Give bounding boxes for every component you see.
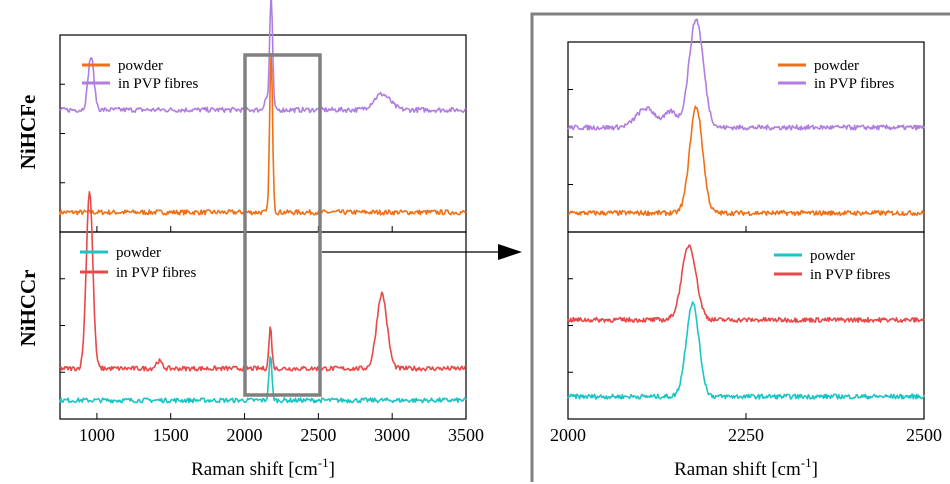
series-line-left-top-0: [59, 52, 467, 216]
right-y-ticks: [568, 89, 573, 373]
left-x-ticks: 1000 1500 2000 2500 3000 3500: [79, 226, 484, 445]
zoom-arrow-head: [498, 244, 522, 260]
legend-label-rcr-powder: powder: [810, 248, 855, 264]
x-axis-label-right-main: Raman shift [cm: [674, 459, 801, 480]
series-line-right-bottom-0: [567, 301, 925, 400]
series-line-left-top-1: [59, 0, 467, 114]
x-axis-label-right: Raman shift [cm-1]: [674, 455, 818, 480]
legend-label-rfe-pvp: in PVP fibres: [814, 76, 894, 92]
series-line-right-bottom-1: [567, 244, 925, 324]
legend-left-bottom: powder in PVP fibres: [80, 245, 196, 281]
right-x-ticks: 2000 2250 2500: [550, 226, 942, 445]
x-tick-label: 1000: [79, 425, 115, 445]
legend-label-fe-pvp: in PVP fibres: [118, 76, 198, 92]
legend-right-top: powder in PVP fibres: [778, 58, 894, 92]
zoom-frame: [530, 12, 950, 482]
right-bottom-panel-frame: [567, 231, 925, 420]
legend-label-rfe-powder: powder: [814, 58, 859, 74]
legend-label-fe-powder: powder: [118, 58, 163, 74]
x-axis-label-right-sup: -1: [801, 455, 812, 470]
x-tick-label: 2250: [728, 425, 764, 445]
side-label-nihcfe: NiHCFe: [16, 95, 40, 170]
x-tick-label: 2000: [227, 425, 263, 445]
legend-label-rcr-pvp: in PVP fibres: [810, 267, 890, 283]
zoom-selection-box: [243, 53, 322, 397]
x-axis-label-left-sup: -1: [318, 455, 329, 470]
spectra: [59, 0, 925, 404]
series-line-left-bottom-0: [59, 355, 467, 404]
series-line-right-top-1: [567, 18, 925, 131]
legend-label-cr-pvp: in PVP fibres: [116, 265, 196, 281]
x-tick-label: 2000: [550, 425, 586, 445]
x-tick-label: 3000: [374, 425, 410, 445]
legend-label-cr-powder: powder: [116, 245, 161, 261]
x-tick-label: 2500: [300, 425, 336, 445]
x-axis-label-left-main: Raman shift [cm: [191, 459, 318, 480]
x-tick-label: 2500: [906, 425, 942, 445]
legend-right-bottom: powder in PVP fibres: [774, 248, 890, 283]
left-y-ticks: [60, 83, 65, 373]
x-tick-label: 3500: [448, 425, 484, 445]
right-top-panel-frame: [567, 41, 925, 233]
series-line-right-top-0: [567, 105, 925, 217]
series-line-left-bottom-1: [59, 191, 467, 372]
legend-left-top: powder in PVP fibres: [82, 58, 198, 92]
side-label-nihccr: NiHCCr: [16, 270, 40, 347]
x-axis-label-left: Raman shift [cm-1]: [191, 455, 335, 480]
x-tick-label: 1500: [153, 425, 189, 445]
x-axis-label-left-close: ]: [329, 459, 335, 480]
x-axis-label-right-close: ]: [812, 459, 818, 480]
